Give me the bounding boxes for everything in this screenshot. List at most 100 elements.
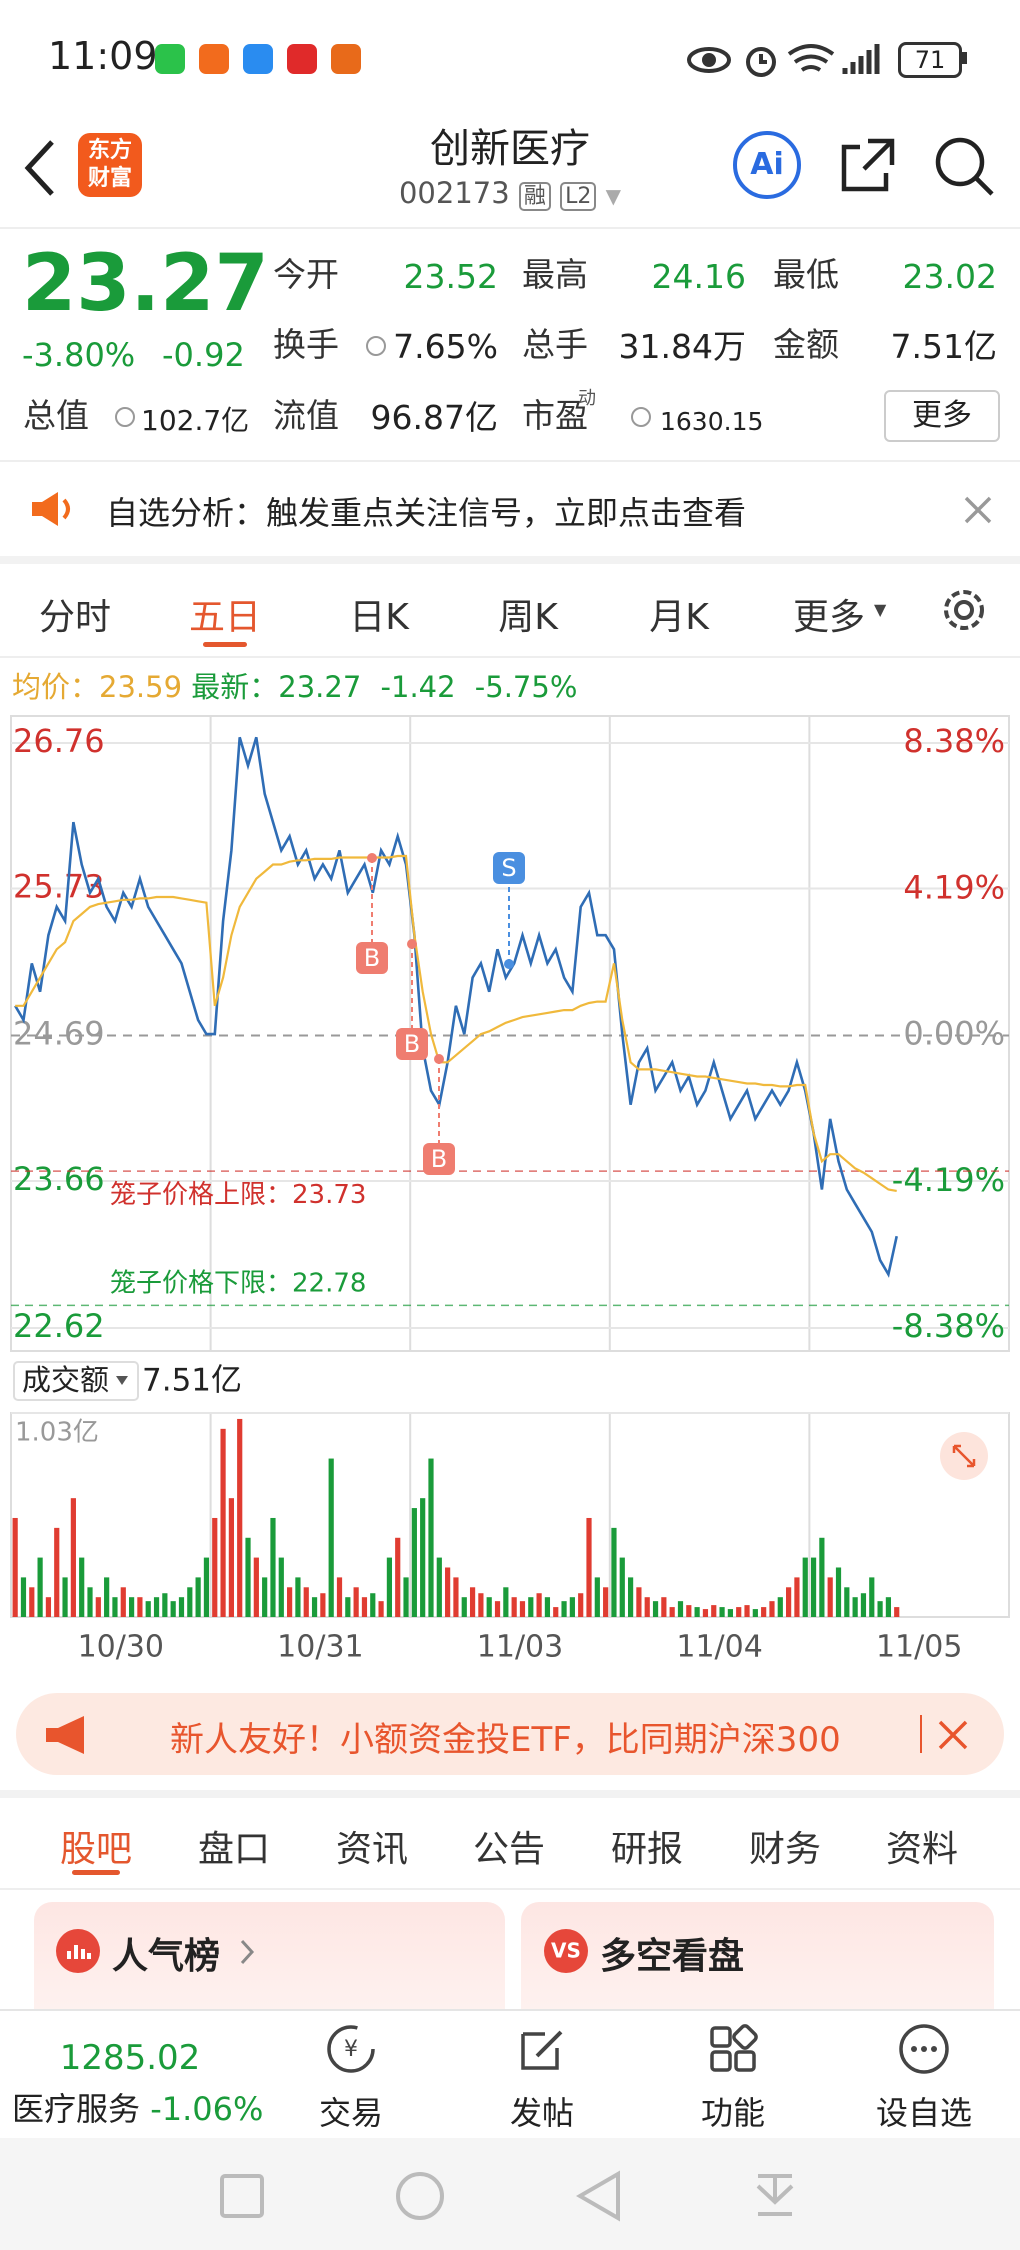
volume-bar (270, 1517, 276, 1617)
field-sup: 动 (578, 388, 596, 409)
field-value: 96.87亿 (370, 398, 498, 437)
close-banner[interactable] (936, 1718, 970, 1752)
volume-bar (478, 1593, 484, 1617)
field-label: 换手 (273, 325, 339, 364)
field-label: 总值 (23, 396, 89, 435)
volume-bar (428, 1458, 434, 1617)
chart-tab[interactable]: 月K (649, 597, 709, 638)
volume-title: 成交额 (22, 1363, 109, 1397)
volume-bar (852, 1597, 858, 1617)
y2-tick-label: -4.19% (892, 1161, 1005, 1199)
index-value[interactable]: 1285.02 (59, 2038, 201, 2078)
divider (0, 1888, 1020, 1890)
section-tab[interactable]: 资讯 (335, 1829, 408, 1870)
volume-bar (12, 1517, 18, 1617)
section-tab[interactable]: 财务 (748, 1829, 821, 1870)
y-tick-label: 23.66 (13, 1160, 105, 1198)
index-row[interactable]: 医疗服务 -1.06% (12, 2084, 263, 2130)
chart-tab[interactable]: 更多 (792, 597, 865, 638)
volume-bar (153, 1597, 160, 1617)
field-label: 金额 (773, 325, 839, 364)
volume-bar (29, 1587, 35, 1617)
volume-bar (744, 1605, 750, 1617)
share-button[interactable] (838, 135, 898, 195)
volume-bar (627, 1577, 634, 1617)
trade-icon[interactable]: ¥ (324, 2022, 378, 2076)
promo-banner[interactable] (16, 1693, 1004, 1775)
volume-bar (79, 1557, 85, 1617)
chart-tab[interactable]: 日K (349, 597, 409, 638)
bottom-button-label[interactable]: 发帖 (509, 2094, 574, 2132)
watchlist-icon[interactable] (897, 2022, 951, 2076)
volume-bar (636, 1587, 642, 1617)
volume-bar (611, 1527, 617, 1617)
volume-bar (486, 1597, 492, 1617)
post-icon[interactable] (515, 2022, 569, 2076)
section-tab[interactable]: 公告 (472, 1829, 545, 1870)
search-button[interactable] (932, 134, 996, 198)
avg-price: 23.59 (99, 670, 183, 704)
bottom-button-label[interactable]: 功能 (700, 2094, 765, 2132)
bottom-button-label[interactable]: 交易 (318, 2094, 383, 2132)
latest-label: 最新： (191, 670, 279, 704)
dropdown-arrow[interactable]: ▼ (874, 600, 887, 619)
volume-bar (461, 1597, 467, 1617)
volume-bar (669, 1607, 675, 1617)
x-tick-label: 11/03 (477, 1630, 563, 1665)
section-tab[interactable]: 股吧 (59, 1829, 132, 1870)
card-title[interactable]: 人气榜 (112, 1936, 221, 1977)
five-day-chart: 26.76 25.73 24.69 23.66 22.62 8.38% 4.19% 0.00%… (10, 715, 1010, 1665)
notice-text[interactable]: 自选分析：触发重点关注信号，立即点击查看 (106, 494, 747, 532)
avg-label: 均价： (12, 670, 100, 704)
card-title[interactable]: 多空看盘 (600, 1936, 745, 1977)
signal-point (434, 1054, 444, 1064)
tab-underline (203, 642, 247, 647)
signal-label: S (501, 854, 516, 882)
volume-bar (187, 1587, 193, 1617)
field-label: 流值 (273, 396, 339, 435)
volume-bar (586, 1517, 592, 1617)
volume-bar (503, 1587, 509, 1617)
back-button[interactable] (20, 138, 60, 198)
volume-bar (220, 1428, 226, 1617)
index-name: 医疗服务 (12, 2090, 141, 2128)
volume-bar (403, 1577, 409, 1617)
divider (0, 460, 1020, 462)
function-icon[interactable] (706, 2022, 760, 2076)
section-tab[interactable]: 研报 (610, 1829, 683, 1870)
volume-bar (303, 1587, 309, 1617)
index-change: -1.06% (150, 2090, 264, 2128)
nav-buttons[interactable] (0, 2138, 1020, 2250)
volume-bar (711, 1605, 717, 1617)
chevron (240, 1939, 255, 1965)
section-tab[interactable]: 资料 (885, 1829, 958, 1870)
volume-bar (844, 1587, 850, 1617)
volume-bar (162, 1593, 168, 1617)
field-label: 今开 (273, 255, 339, 294)
banner-text[interactable]: 新人友好！小额资金投ETF，比同期沪深300 (170, 1720, 841, 1760)
dropdown-arrow[interactable]: ▼ (605, 184, 622, 208)
volume-bar (278, 1557, 284, 1617)
speaker-icon (32, 492, 70, 526)
volume-bar (644, 1597, 650, 1617)
y-tick-label: 24.69 (13, 1015, 105, 1053)
chart-tab[interactable]: 五日 (188, 597, 261, 638)
more-button[interactable]: 更多 (884, 390, 1000, 442)
chart-tab[interactable]: 分时 (38, 597, 111, 638)
separator (920, 1715, 922, 1753)
chart-tab[interactable]: 周K (498, 597, 558, 638)
volume-bar (137, 1597, 143, 1617)
limit-name: 笼子价格下限： (110, 1268, 292, 1298)
section-tab[interactable]: 盘口 (197, 1829, 270, 1870)
bottom-button-label[interactable]: 设自选 (875, 2094, 972, 2132)
ai-button[interactable]: Ai (733, 131, 801, 199)
popularity-icon (56, 1929, 100, 1973)
divider (0, 556, 1020, 564)
y-tick-label: 22.62 (13, 1307, 105, 1345)
signal-badge (356, 942, 388, 974)
volume-bar (686, 1605, 692, 1617)
close-notice[interactable] (962, 494, 994, 526)
vs-icon: VS (544, 1929, 588, 1973)
settings-button[interactable] (939, 585, 989, 635)
volume-bar (62, 1577, 68, 1617)
